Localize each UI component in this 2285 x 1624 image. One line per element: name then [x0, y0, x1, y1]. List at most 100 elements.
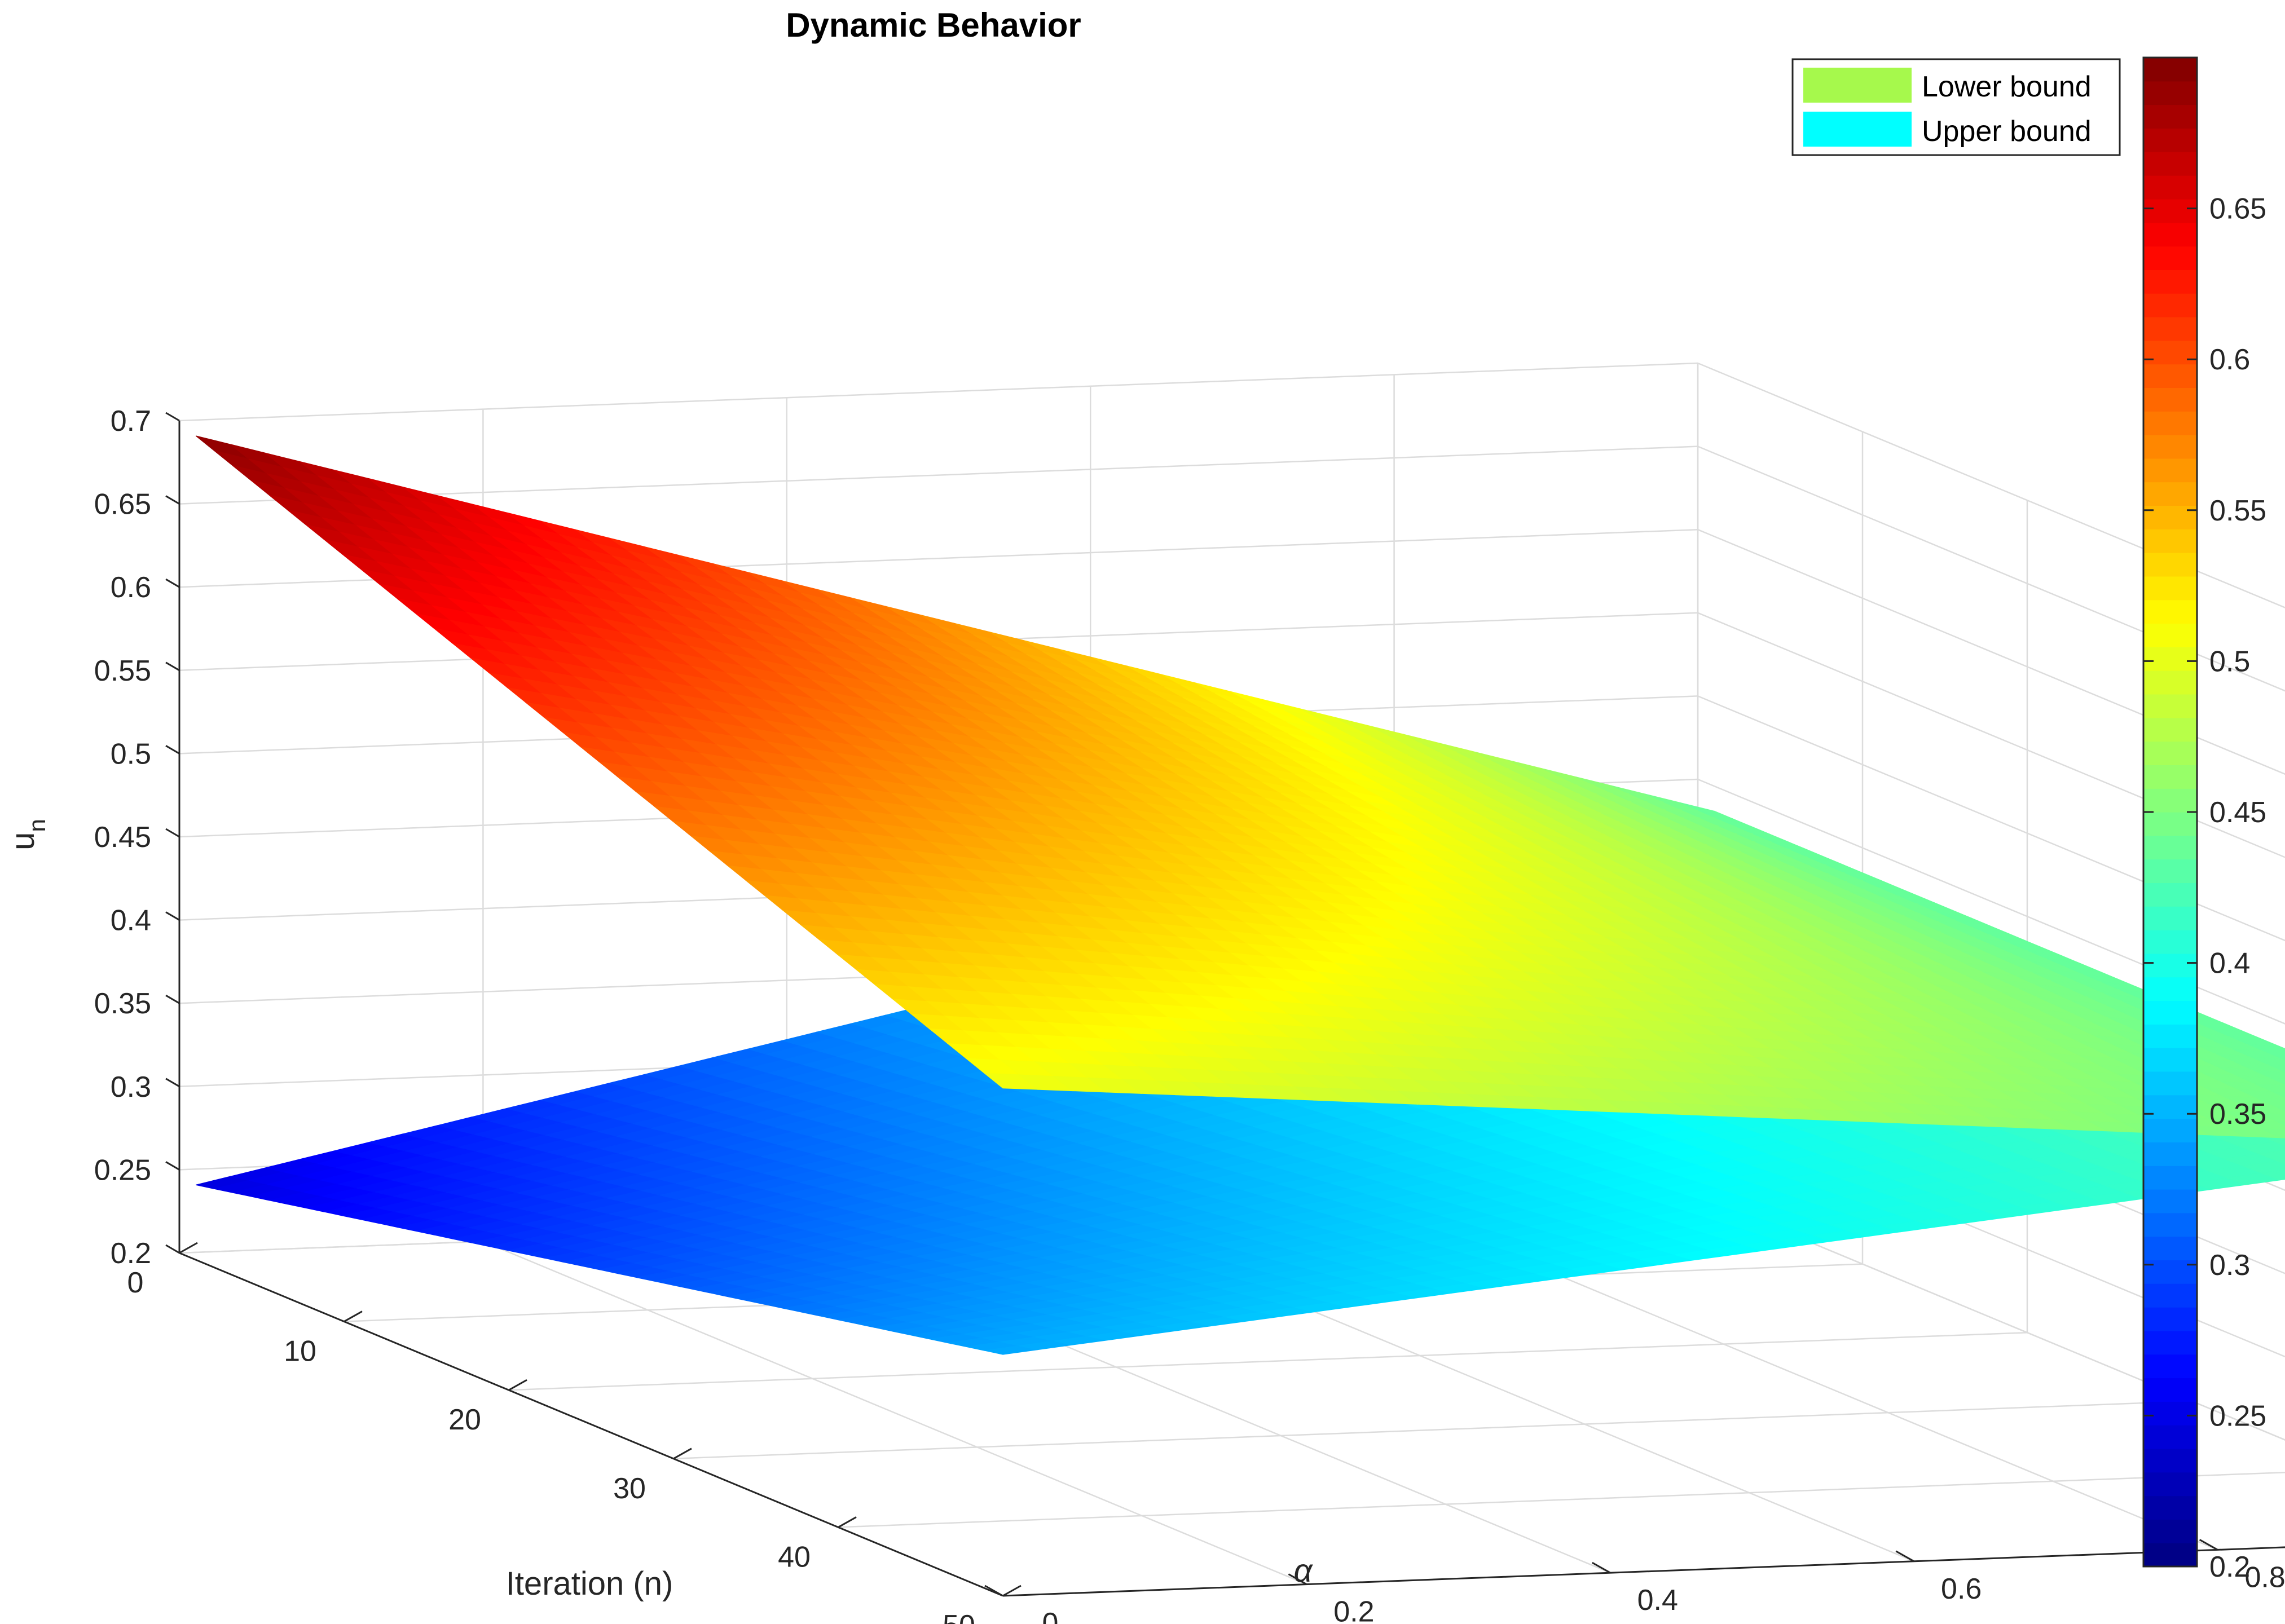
z-tick-label-3: 0.35: [94, 987, 151, 1020]
colorbar-band: [2143, 152, 2197, 176]
grid-line-z-back-y-7: [1697, 612, 2285, 858]
surface-patch: [2269, 1064, 2285, 1073]
z-tick-label-2: 0.3: [111, 1071, 151, 1104]
colorbar-tick-label-5: 0.45: [2209, 796, 2266, 829]
y-tick-mark-3: [1895, 1550, 1914, 1563]
surface-patch: [2258, 1150, 2285, 1162]
x-tick-label-0: 0: [127, 1266, 144, 1299]
surface-patch: [2261, 1169, 2285, 1181]
z-axis-label: un: [5, 819, 50, 850]
grid-line-y-floor-1: [482, 1241, 1307, 1585]
colorbar-tick-label-6: 0.5: [2209, 645, 2250, 678]
colorbar-band: [2143, 906, 2197, 930]
colorbar-band: [2143, 717, 2197, 742]
colorbar-band: [2143, 882, 2197, 907]
colorbar-band: [2143, 953, 2197, 978]
z-tick-mark-1: [165, 1161, 180, 1171]
x-tick-mark-4: [838, 1516, 857, 1528]
surface-patch: [2261, 1128, 2285, 1138]
z-tick-label-1: 0.25: [94, 1154, 151, 1186]
colorbar-band: [2143, 670, 2197, 695]
legend: Lower bound Upper bound: [1791, 58, 2121, 156]
colorbar-band: [2143, 81, 2197, 105]
colorbar-band: [2143, 788, 2197, 813]
surface-patch: [2266, 1052, 2285, 1061]
surface-patch: [2250, 1056, 2285, 1067]
chart-title: Dynamic Behavior: [786, 6, 1081, 44]
z-tick-label-5: 0.45: [94, 821, 151, 854]
colorbar-band: [2143, 553, 2197, 577]
colorbar-band: [2143, 835, 2197, 860]
colorbar-band: [2143, 1095, 2197, 1119]
colorbar-band: [2143, 765, 2197, 789]
grid-line-x-floor-2: [508, 1331, 2028, 1391]
colorbar-tick-label-9: 0.65: [2209, 193, 2266, 226]
colorbar-tick-label-3: 0.35: [2209, 1098, 2266, 1131]
y-tick-mark-2: [1592, 1561, 1611, 1574]
colorbar-band: [2143, 1048, 2197, 1072]
colorbar-band: [2143, 435, 2197, 459]
colorbar: 0.2 0.25 0.3 0.35 0.4 0.45 0.5 0.55 0.6 0.65: [2142, 56, 2266, 1583]
colorbar-band: [2143, 859, 2197, 883]
surface-patch: [2255, 1083, 2285, 1093]
colorbar-band: [2143, 1283, 2197, 1308]
legend-label-upper-bound: Upper bound: [1922, 115, 2092, 148]
x-tick-label-5: 50: [943, 1609, 975, 1624]
y-tick-label-3: 0.6: [1941, 1573, 1982, 1605]
x-tick-mark-5: [1002, 1585, 1022, 1597]
colorbar-band: [2143, 529, 2197, 553]
z-tick-label-6: 0.5: [111, 738, 151, 770]
surface-patch: [2276, 1159, 2285, 1164]
y-tick-label-1: 0.2: [1333, 1596, 1374, 1624]
surface-patch: [2275, 1106, 2285, 1111]
colorbar-band: [2143, 387, 2197, 412]
surface-patch: [2240, 1104, 2285, 1115]
surface-upper-bound: [195, 435, 2285, 1138]
colorbar-band: [2143, 623, 2197, 647]
colorbar-tick-label-0: 0.2: [2209, 1551, 2250, 1583]
y-tick-mark-1: [1288, 1573, 1307, 1585]
z-tick-mark-3: [165, 994, 180, 1004]
colorbar-band: [2143, 1354, 2197, 1379]
grid-line-z-back-y-8: [1697, 529, 2285, 775]
surface-patch: [2274, 1140, 2285, 1146]
y-tick-label-2: 0.4: [1637, 1584, 1678, 1617]
grid-line-z-back-y-10: [1697, 362, 2285, 608]
grid-line-z-back-x-10: [179, 362, 1698, 422]
colorbar-band: [2143, 1260, 2197, 1284]
x-tick-label-1: 10: [284, 1335, 316, 1368]
y-axis-line: [1002, 1546, 2285, 1597]
colorbar-band: [2143, 505, 2197, 529]
surface-patch: [2243, 1119, 2285, 1131]
legend-swatch-upper-bound: [1803, 112, 1912, 147]
x-tick-mark-3: [673, 1448, 692, 1460]
z-tick-mark-4: [165, 911, 180, 921]
grid-line-x-floor-3: [673, 1400, 2192, 1460]
z-tick-label-9: 0.65: [94, 488, 151, 521]
colorbar-band: [2143, 128, 2197, 152]
colorbar-band: [2143, 1166, 2197, 1190]
colorbar-band: [2143, 1448, 2197, 1473]
x-tick-label-3: 30: [613, 1472, 646, 1505]
surface-patch: [2242, 1160, 2285, 1173]
colorbar-band: [2143, 1401, 2197, 1426]
colorbar-band: [2143, 175, 2197, 200]
colorbar-band: [2143, 599, 2197, 624]
y-tick-label-4: 0.8: [2244, 1561, 2285, 1594]
grid-line-x-floor-4: [838, 1471, 2285, 1528]
colorbar-band: [2143, 222, 2197, 247]
surface-patch: [2277, 1121, 2285, 1126]
z-axis-label-main: u: [5, 832, 41, 850]
surface-patch: [2271, 1078, 2285, 1085]
legend-swatch-lower-bound: [1803, 68, 1912, 103]
colorbar-band: [2143, 1142, 2197, 1166]
colorbar-band: [2143, 576, 2197, 601]
z-tick-mark-5: [165, 828, 180, 838]
surface-patch: [2252, 1069, 2285, 1080]
colorbar-band: [2143, 1024, 2197, 1048]
colorbar-band: [2143, 1472, 2197, 1497]
colorbar-band: [2143, 1236, 2197, 1260]
y-tick-mark-4: [2199, 1539, 2218, 1551]
colorbar-tick-label-8: 0.6: [2209, 343, 2250, 376]
